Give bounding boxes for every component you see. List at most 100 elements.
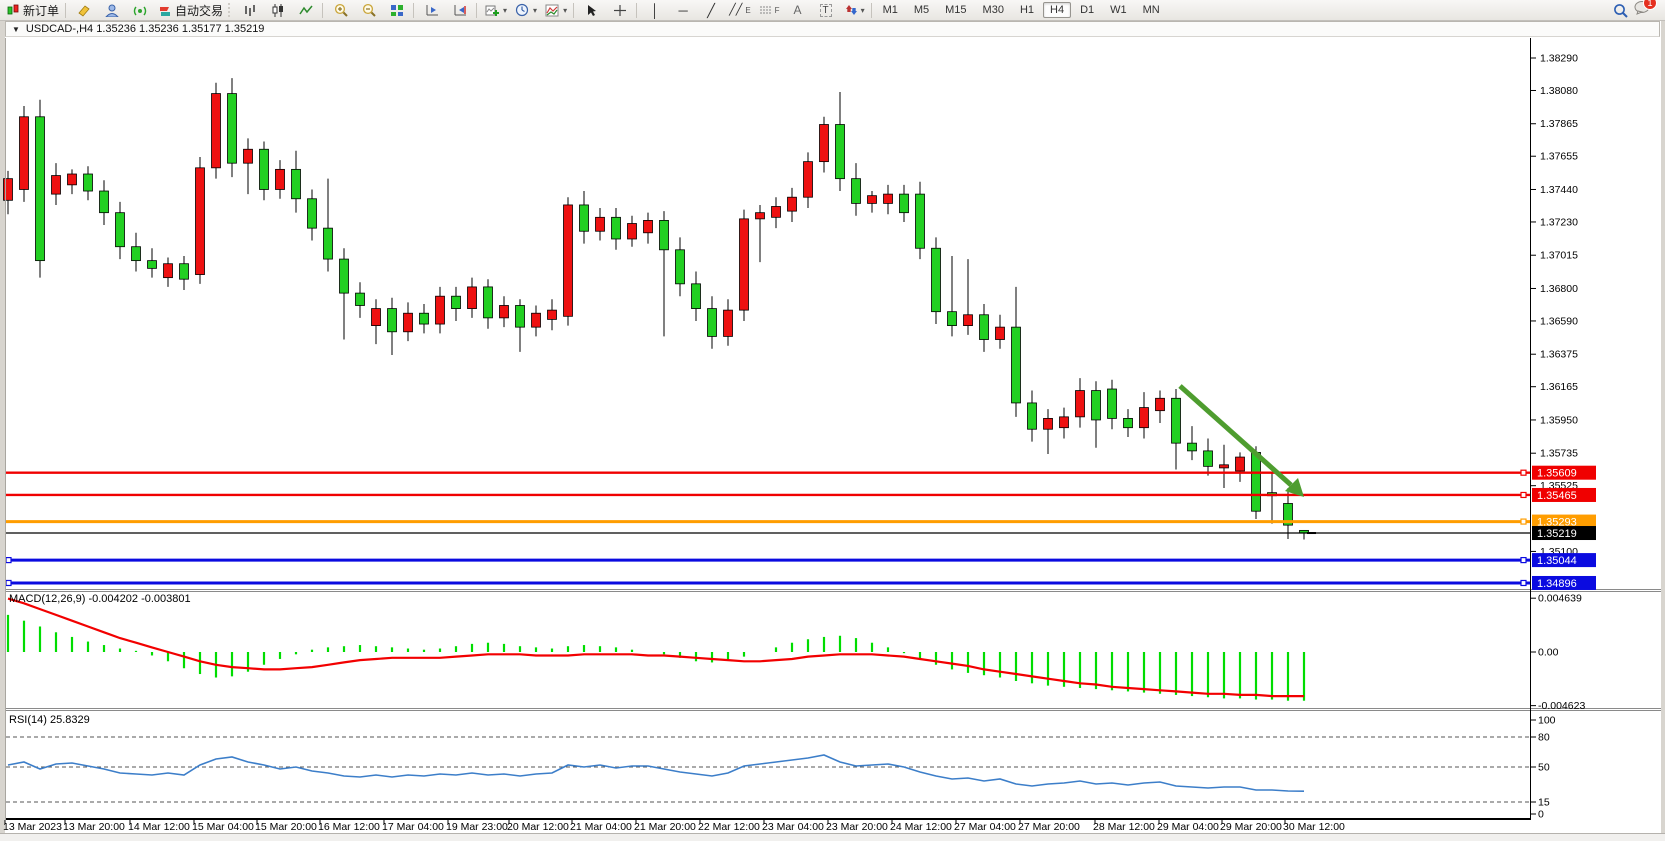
candle-body <box>707 308 717 337</box>
candle-body <box>1027 402 1037 430</box>
timeframe-m30[interactable]: M30 <box>982 4 1004 16</box>
horizontal-line-button[interactable]: ─ <box>669 0 697 21</box>
candle-body <box>995 326 1005 340</box>
trendline-button[interactable]: ╱ <box>697 0 725 21</box>
candles-layer <box>3 78 1316 540</box>
signals-button[interactable] <box>126 0 154 21</box>
vertical-line-button[interactable]: │ <box>641 0 669 21</box>
price-axis[interactable]: 1.38290 1.38080 1.37865 1.37655 1.37440 1.372… <box>1531 53 1596 821</box>
candle-body <box>899 193 909 214</box>
tile-windows-button[interactable] <box>383 0 411 21</box>
candle-body <box>147 260 157 269</box>
candle-body <box>819 124 829 163</box>
timeframe-m5[interactable]: M5 <box>913 4 930 16</box>
new-order-button[interactable]: 新订单 <box>3 0 63 21</box>
cursor-button[interactable] <box>578 0 606 21</box>
collapse-triangle-icon[interactable]: ▼ <box>12 24 20 34</box>
line-handle[interactable] <box>1520 579 1527 587</box>
text-icon: A <box>793 3 802 17</box>
auto-scroll-icon <box>454 4 467 15</box>
text-label-button[interactable]: T <box>812 0 840 21</box>
candle-body <box>419 312 429 325</box>
indicators-icon <box>545 4 559 16</box>
time-tick-label: 29 Mar 20:00 <box>1220 821 1282 833</box>
candle-body <box>1123 418 1133 429</box>
candle-body <box>355 292 365 306</box>
candlestick-chart-button[interactable] <box>264 0 292 21</box>
timeframe-m1[interactable]: M1 <box>882 4 898 16</box>
line-handle[interactable] <box>5 579 12 587</box>
price-tick-label: 1.37440 <box>1540 184 1578 196</box>
indicators-button[interactable]: ▾ <box>541 0 571 21</box>
price-tick-label: 1.38080 <box>1540 85 1578 97</box>
toolbar: 新订单 自动交易 <box>0 0 1665 21</box>
new-chart-icon <box>485 5 500 16</box>
styler-button[interactable] <box>70 0 98 21</box>
zoom-in-button[interactable] <box>327 0 355 21</box>
separator <box>65 2 67 18</box>
auto-scroll-button[interactable] <box>446 0 474 21</box>
timeframe-mn[interactable]: MN <box>1142 4 1160 16</box>
candle-body <box>531 312 541 328</box>
line-handle[interactable] <box>1520 491 1527 499</box>
line-price-text: 1.35293 <box>1537 517 1577 529</box>
candle-body <box>371 308 381 326</box>
accounts-button[interactable] <box>98 0 126 21</box>
separator <box>322 2 324 18</box>
timeframe-h1[interactable]: H1 <box>1019 4 1035 16</box>
candle-body <box>339 258 349 294</box>
crosshair-button[interactable] <box>606 0 634 21</box>
candle-body <box>307 198 317 229</box>
chart-shift-button[interactable] <box>418 0 446 21</box>
auto-trading-button[interactable]: 自动交易 <box>154 0 227 21</box>
text-button[interactable]: A <box>784 0 812 21</box>
line-chart-button[interactable] <box>292 0 320 21</box>
search-button[interactable] <box>1606 0 1634 21</box>
candle-body <box>1283 503 1293 526</box>
equidistant-channel-button[interactable]: ╱╱ E <box>725 0 755 21</box>
time-tick-label: 22 Mar 12:00 <box>698 821 760 833</box>
period-button[interactable]: ▾ <box>511 0 541 21</box>
time-tick-label: 20 Mar 12:00 <box>507 821 569 833</box>
candle-body <box>643 220 653 234</box>
auto-trading-label: 自动交易 <box>175 3 224 18</box>
candle-body <box>259 148 269 190</box>
timeframe-w1[interactable]: W1 <box>1110 4 1127 16</box>
timeframe-d1[interactable]: D1 <box>1080 4 1095 16</box>
chart-plot-area[interactable] <box>5 38 1661 820</box>
candle-body <box>691 283 701 309</box>
bar-chart-button[interactable] <box>236 0 264 21</box>
time-tick-label: 30 Mar 12:00 <box>1283 821 1345 833</box>
line-handle[interactable] <box>1520 556 1527 564</box>
candle-body <box>883 193 893 204</box>
timeframe-group: M1 M5 M15 M30 H1 H4 D1 W1 MN <box>876 2 1167 18</box>
timeframe-m15[interactable]: M15 <box>945 4 967 16</box>
price-tick-label: 1.36590 <box>1540 315 1578 327</box>
fibonacci-button[interactable]: F <box>755 0 784 21</box>
line-handle[interactable] <box>5 556 12 564</box>
line-handle[interactable] <box>1520 469 1527 476</box>
arrows-button[interactable]: ▾ <box>840 0 869 21</box>
notifications-button[interactable]: 1 <box>1634 0 1657 20</box>
time-axis[interactable]: 13 Mar 2023 13 Mar 20:00 14 Mar 12:00 15 Ma… <box>3 820 1345 833</box>
timeframe-h4[interactable]: H4 <box>1043 2 1072 18</box>
plot-bottom-border <box>5 818 1531 820</box>
channel-icon: ╱╱ <box>729 3 743 16</box>
candle-body <box>1139 407 1149 429</box>
new-chart-button[interactable]: ▾ <box>481 0 511 21</box>
candle-body <box>35 116 45 262</box>
price-tick-label: 1.37230 <box>1540 216 1578 228</box>
trendline-icon: ╱ <box>707 2 715 18</box>
horizontal-line-icon: ─ <box>678 2 688 18</box>
line-price-box <box>1532 465 1596 480</box>
zoom-out-button[interactable] <box>355 0 383 21</box>
channel-sub-label: E <box>745 5 751 15</box>
time-tick-label: 15 Mar 20:00 <box>255 821 317 833</box>
down-trend-arrow[interactable] <box>1178 384 1293 487</box>
candle-body <box>1011 326 1021 404</box>
candle-body <box>659 220 669 251</box>
rsi-tick-label: 100 <box>1538 715 1556 727</box>
line-handle[interactable] <box>1520 518 1527 525</box>
arrows-icon <box>845 5 857 15</box>
